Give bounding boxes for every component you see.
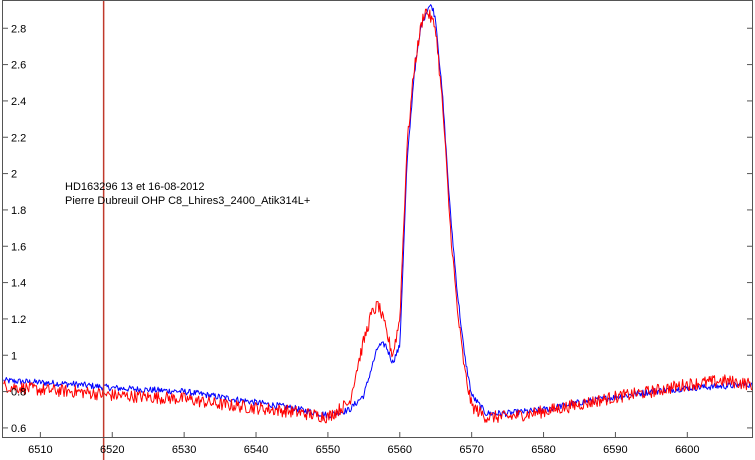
x-tick-label: 6560 xyxy=(388,444,412,456)
series-line-2 xyxy=(3,8,753,424)
y-tick-label: 2.6 xyxy=(11,60,26,72)
x-tick-label: 6530 xyxy=(172,444,196,456)
x-tick-label: 6590 xyxy=(603,444,627,456)
series-line-1 xyxy=(3,4,753,419)
y-tick-label: 2.2 xyxy=(11,132,26,144)
y-tick-label: 1.2 xyxy=(11,314,26,326)
y-tick-label: 1.8 xyxy=(11,205,26,217)
x-tick-label: 6570 xyxy=(459,444,483,456)
plot-frame xyxy=(2,0,753,438)
y-tick-label: 2.8 xyxy=(11,23,26,35)
y-tick-label: 2.4 xyxy=(11,96,26,108)
x-tick-label: 6580 xyxy=(531,444,555,456)
x-tick-label: 6510 xyxy=(28,444,52,456)
x-tick-label: 6600 xyxy=(675,444,699,456)
axis-layer: 6510 6520 6530 6540 6550 6560 6570 6580 6590 6600… xyxy=(3,23,752,456)
y-tick-label: 2 xyxy=(11,169,17,181)
y-tick-label: 0.8 xyxy=(11,387,26,399)
annotation-subtitle: Pierre Dubreuil OHP C8_Lhires3_2400_Atik… xyxy=(65,195,310,207)
x-tick-label: 6540 xyxy=(244,444,268,456)
x-tick-label: 6550 xyxy=(316,444,340,456)
x-tick-label: 6520 xyxy=(100,444,124,456)
y-tick-label: 0.6 xyxy=(11,423,26,435)
series-layer xyxy=(3,4,753,424)
y-tick-label: 1 xyxy=(11,350,17,362)
y-tick-label: 1.4 xyxy=(11,278,26,290)
y-tick-label: 1.6 xyxy=(11,241,26,253)
annotation-title: HD163296 13 et 16-08-2012 xyxy=(65,181,204,193)
